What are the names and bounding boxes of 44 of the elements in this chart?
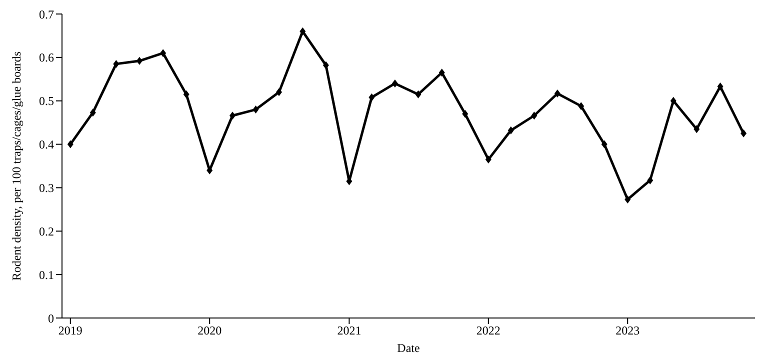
point [415, 90, 422, 98]
point [392, 79, 398, 88]
point [113, 60, 120, 68]
point [740, 129, 747, 138]
point [624, 195, 631, 204]
y-tick-label: 0.3 [39, 180, 54, 195]
point [462, 110, 468, 118]
point [67, 140, 74, 148]
point [694, 125, 700, 134]
x-tick-label: 2020 [198, 324, 222, 338]
point [647, 176, 654, 184]
point [90, 108, 96, 117]
y-tick-label: 0.2 [39, 224, 54, 238]
point [670, 96, 676, 105]
point [485, 155, 492, 164]
y-tick-label: 0.6 [39, 50, 54, 65]
y-tick-label: 0.5 [39, 94, 54, 108]
y-tick-label: 0.1 [39, 268, 54, 282]
y-tick-label: 0.4 [39, 138, 54, 152]
point [160, 49, 166, 58]
point [717, 82, 724, 91]
point [531, 112, 538, 120]
point [252, 106, 259, 114]
point [601, 140, 608, 148]
point [183, 90, 190, 98]
point [322, 61, 329, 70]
x-tick-label: 2023 [616, 324, 640, 338]
point [206, 166, 213, 174]
point [554, 89, 560, 98]
x-tick-label: 2019 [58, 324, 82, 338]
point [136, 56, 142, 65]
y-tick-label: 0 [48, 311, 54, 326]
point [229, 112, 236, 120]
x-tick-label: 2021 [337, 324, 362, 338]
point [438, 68, 445, 77]
x-tick-label: 2022 [476, 324, 500, 338]
point [368, 93, 375, 102]
point [300, 27, 306, 36]
point [276, 88, 282, 96]
x-axis-title: Date [397, 341, 420, 355]
y-tick-label: 0.7 [39, 7, 54, 22]
point [508, 126, 514, 134]
y-axis-title: Rodent density, per 100 traps/cages/glue boards [9, 51, 24, 281]
point [578, 102, 584, 110]
